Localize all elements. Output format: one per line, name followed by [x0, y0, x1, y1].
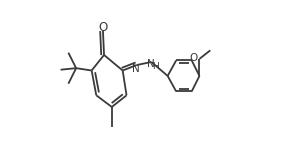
Text: N: N: [132, 64, 140, 74]
Text: O: O: [98, 21, 108, 34]
Text: O: O: [190, 53, 198, 63]
Text: N: N: [147, 59, 155, 69]
Text: H: H: [152, 62, 159, 71]
